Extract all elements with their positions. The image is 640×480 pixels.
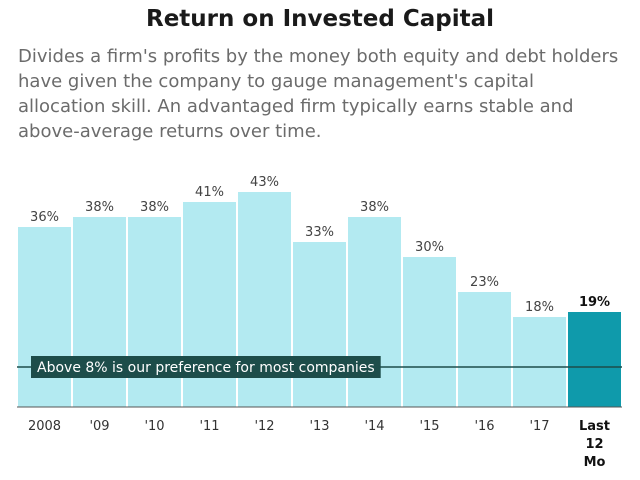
value-label-8: 23% [470,275,499,290]
bar-5 [293,242,346,407]
bar-9 [513,317,566,407]
bar-1 [73,217,126,407]
tick-label-6: '14 [364,419,384,434]
bar-0 [18,227,71,407]
bar-6 [348,217,401,407]
value-label-6: 38% [360,200,389,215]
value-label-4: 43% [250,175,279,190]
tick-label-4: '12 [254,419,274,434]
value-label-1: 38% [85,200,114,215]
value-label-0: 36% [30,210,59,225]
value-label-9: 18% [525,300,554,315]
value-label-3: 41% [195,185,224,200]
value-label-5: 33% [305,225,334,240]
value-label-2: 38% [140,200,169,215]
tick-label-9: '17 [529,419,549,434]
tick-label-2: '10 [144,419,164,434]
chart-subtitle: Divides a firm's profits by the money bo… [18,46,619,142]
tick-label-5: '13 [309,419,329,434]
bar-8 [458,292,511,407]
value-label-7: 30% [415,240,444,255]
tick-label-3: '11 [199,419,219,434]
tick-label-8: '16 [474,419,494,434]
tick-label-10-1: 12 [585,437,603,452]
bar-2 [128,217,181,407]
tick-label-7: '15 [419,419,439,434]
reference-line-label-bg [31,356,381,378]
tick-label-1: '09 [89,419,109,434]
tick-label-10-0: Last [579,419,610,434]
reference-line-label: Above 8% is our preference for most comp… [37,360,375,376]
bar-10 [568,312,621,407]
tick-label-0: 2008 [28,419,61,434]
tick-label-10-2: Mo [584,455,606,470]
value-label-10: 19% [579,295,610,310]
bar-7 [403,257,456,407]
chart-title: Return on Invested Capital [145,6,494,32]
